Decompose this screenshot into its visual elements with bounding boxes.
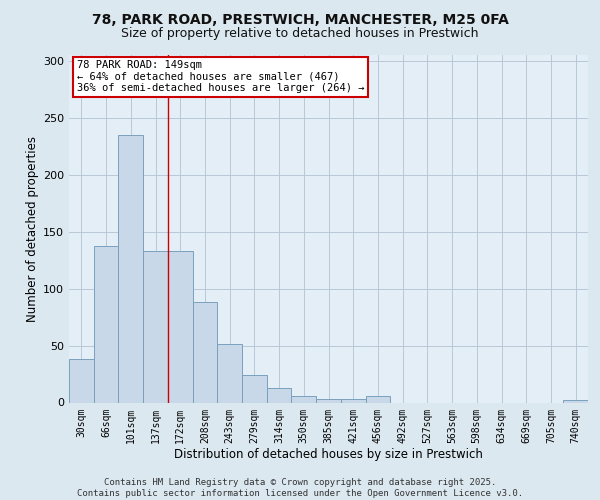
- Bar: [316, 399, 341, 402]
- Bar: [94, 246, 118, 402]
- Text: 78, PARK ROAD, PRESTWICH, MANCHESTER, M25 0FA: 78, PARK ROAD, PRESTWICH, MANCHESTER, M2…: [92, 12, 508, 26]
- Bar: [193, 302, 217, 402]
- X-axis label: Distribution of detached houses by size in Prestwich: Distribution of detached houses by size …: [174, 448, 483, 461]
- Text: Contains HM Land Registry data © Crown copyright and database right 2025.
Contai: Contains HM Land Registry data © Crown c…: [77, 478, 523, 498]
- Bar: [118, 135, 143, 402]
- Bar: [563, 400, 588, 402]
- Y-axis label: Number of detached properties: Number of detached properties: [26, 136, 39, 322]
- Bar: [217, 344, 242, 403]
- Bar: [143, 251, 168, 402]
- Text: Size of property relative to detached houses in Prestwich: Size of property relative to detached ho…: [121, 28, 479, 40]
- Bar: [365, 396, 390, 402]
- Text: 78 PARK ROAD: 149sqm
← 64% of detached houses are smaller (467)
36% of semi-deta: 78 PARK ROAD: 149sqm ← 64% of detached h…: [77, 60, 364, 94]
- Bar: [267, 388, 292, 402]
- Bar: [242, 375, 267, 402]
- Bar: [69, 359, 94, 403]
- Bar: [341, 399, 365, 402]
- Bar: [168, 251, 193, 402]
- Bar: [292, 396, 316, 402]
